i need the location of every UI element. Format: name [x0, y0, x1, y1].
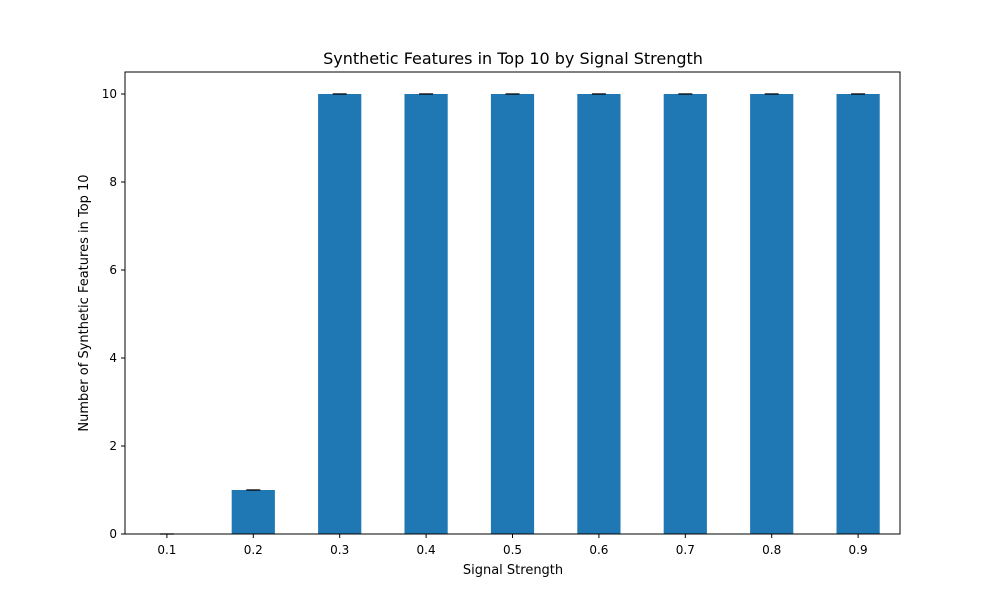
x-tick-label: 0.5	[503, 543, 522, 557]
y-tick-label: 6	[109, 263, 117, 277]
bar-0.3	[318, 94, 362, 534]
x-tick-label: 0.3	[330, 543, 349, 557]
y-tick-label: 8	[109, 175, 117, 189]
y-axis-ticks: 0 2 4 6 8 10	[102, 87, 125, 541]
bar-0.6	[577, 94, 621, 534]
y-axis-label: Number of Synthetic Features in Top 10	[77, 174, 92, 431]
y-tick-label: 4	[109, 351, 117, 365]
error-bars-group	[159, 93, 866, 535]
x-tick-label: 0.1	[157, 543, 176, 557]
y-tick-label: 2	[109, 439, 117, 453]
chart-title: Synthetic Features in Top 10 by Signal S…	[323, 49, 703, 68]
x-axis-label: Signal Strength	[463, 563, 563, 578]
x-axis-ticks: 0.1 0.2 0.3 0.4 0.5 0.6 0.7 0.8 0.9	[157, 534, 868, 557]
y-tick-label: 0	[109, 527, 117, 541]
bar-0.2	[231, 490, 275, 534]
x-tick-label: 0.8	[762, 543, 781, 557]
bars-group	[231, 94, 880, 534]
y-tick-label: 10	[102, 87, 117, 101]
x-tick-label: 0.2	[244, 543, 263, 557]
bar-0.4	[404, 94, 448, 534]
bar-0.5	[490, 94, 535, 534]
x-tick-label: 0.4	[417, 543, 436, 557]
bar-0.8	[750, 94, 794, 534]
x-tick-label: 0.9	[849, 543, 868, 557]
x-tick-label: 0.6	[589, 543, 608, 557]
bar-0.9	[836, 94, 880, 534]
x-tick-label: 0.7	[676, 543, 695, 557]
bar-0.7	[663, 94, 707, 534]
